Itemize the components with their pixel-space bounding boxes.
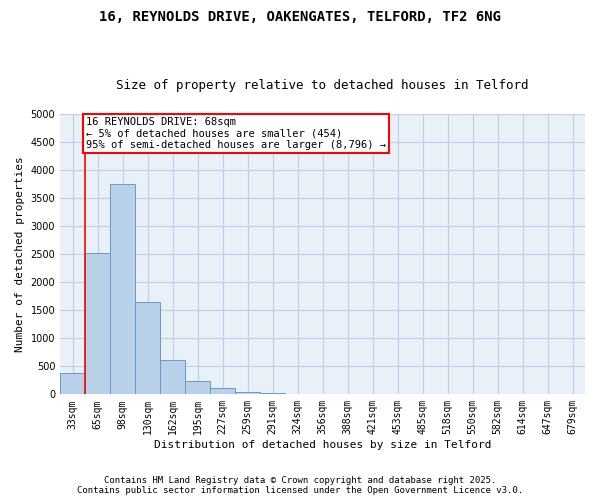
Text: 16 REYNOLDS DRIVE: 68sqm
← 5% of detached houses are smaller (454)
95% of semi-d: 16 REYNOLDS DRIVE: 68sqm ← 5% of detache…: [86, 117, 386, 150]
Bar: [60, 373, 85, 394]
Bar: [185, 382, 210, 394]
Text: Contains HM Land Registry data © Crown copyright and database right 2025.
Contai: Contains HM Land Registry data © Crown c…: [77, 476, 523, 495]
Bar: [160, 360, 185, 394]
Y-axis label: Number of detached properties: Number of detached properties: [15, 156, 25, 352]
X-axis label: Distribution of detached houses by size in Telford: Distribution of detached houses by size …: [154, 440, 491, 450]
Bar: [85, 253, 110, 394]
Bar: [135, 302, 160, 394]
Bar: [235, 392, 260, 394]
Bar: [110, 184, 135, 394]
Bar: [210, 388, 235, 394]
Title: Size of property relative to detached houses in Telford: Size of property relative to detached ho…: [116, 79, 529, 92]
Text: 16, REYNOLDS DRIVE, OAKENGATES, TELFORD, TF2 6NG: 16, REYNOLDS DRIVE, OAKENGATES, TELFORD,…: [99, 10, 501, 24]
